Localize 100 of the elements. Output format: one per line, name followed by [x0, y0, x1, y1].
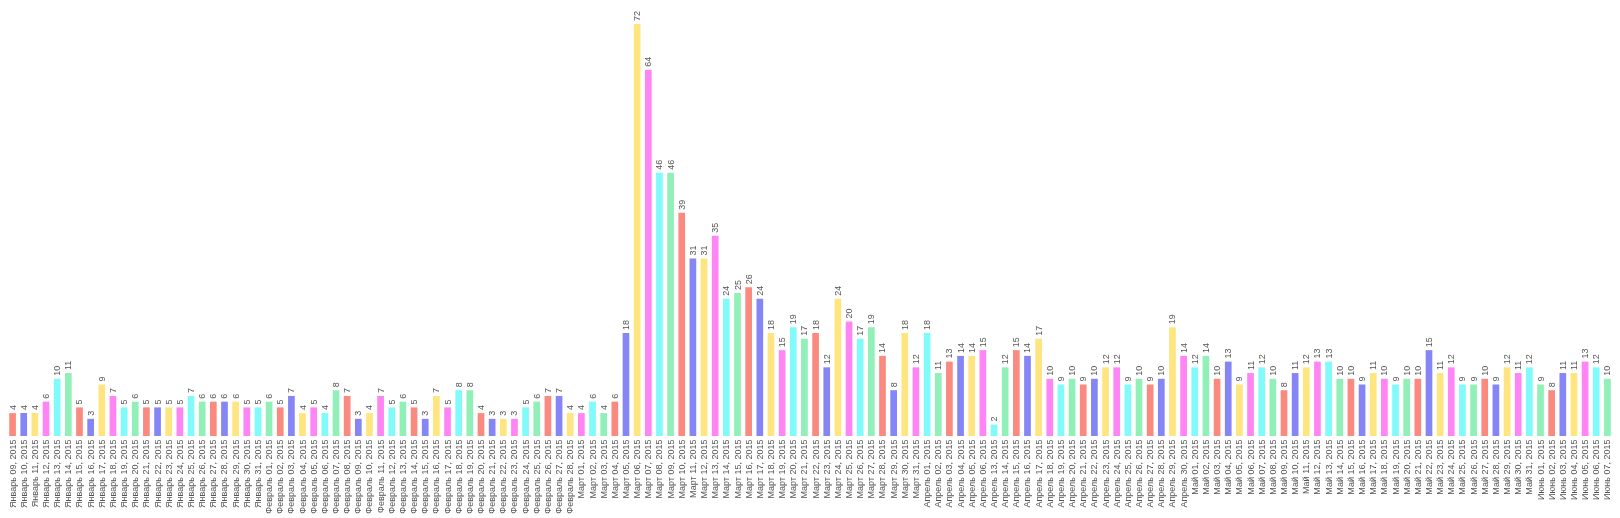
bar — [589, 401, 596, 436]
data-label: 10 — [1345, 365, 1356, 376]
x-tick-label: Май 11, 2015 — [1301, 439, 1312, 494]
data-label: 7 — [107, 387, 118, 393]
bar — [1258, 367, 1266, 436]
x-tick-label: Февраль 17, 2015 — [442, 439, 453, 514]
bar — [310, 407, 318, 436]
x-tick-label: Апрель 26, 2015 — [1134, 439, 1145, 508]
bar — [1180, 355, 1187, 436]
data-label: 10 — [52, 365, 63, 376]
data-label: 17 — [799, 325, 810, 336]
x-tick-label: Май 22, 2015 — [1423, 439, 1434, 495]
bar — [1224, 361, 1232, 436]
bar — [1436, 373, 1444, 436]
x-tick-label: Май 15, 2015 — [1345, 439, 1356, 495]
data-label: 7 — [542, 387, 553, 393]
x-tick-label: Январь 10, 2015 — [18, 439, 29, 508]
x-tick-label: Апрель 21, 2015 — [1078, 439, 1089, 508]
data-label: 12 — [1256, 354, 1267, 365]
bar — [388, 407, 396, 436]
x-tick-label: Март 11, 2015 — [687, 439, 698, 498]
data-label: 14 — [1178, 342, 1189, 353]
x-tick-label: Март 07, 2015 — [643, 439, 654, 499]
bar — [1559, 373, 1567, 436]
x-tick-label: Апрель 24, 2015 — [1111, 439, 1122, 508]
x-tick-label: Апрель 22, 2015 — [1089, 439, 1100, 508]
x-tick-label: Май 30, 2015 — [1513, 439, 1524, 495]
data-label: 7 — [375, 387, 386, 393]
data-label: 13 — [1580, 348, 1591, 359]
bar — [377, 395, 384, 436]
data-label: 11 — [1568, 360, 1579, 371]
bar — [789, 327, 797, 436]
data-label: 12 — [1000, 354, 1011, 365]
data-label: 7 — [431, 387, 442, 393]
data-label: 4 — [475, 405, 486, 411]
x-tick-label: Январь 20, 2015 — [130, 439, 141, 508]
bar — [867, 327, 875, 436]
x-tick-label: Март 02, 2015 — [587, 439, 598, 499]
bar — [856, 338, 864, 436]
data-label: 3 — [487, 410, 498, 416]
x-tick-label: Апрель 20, 2015 — [1067, 439, 1078, 508]
data-label: 10 — [1089, 365, 1100, 376]
data-label: 24 — [721, 285, 732, 296]
data-label: 3 — [498, 410, 509, 416]
x-tick-label: Апрель 06, 2015 — [977, 439, 988, 508]
x-tick-label: Март 16, 2015 — [743, 439, 754, 499]
x-tick-label: Февраль 22, 2015 — [498, 439, 509, 514]
x-tick-label: Март 19, 2015 — [777, 439, 788, 499]
data-label: 13 — [944, 348, 955, 359]
bar — [656, 172, 663, 436]
bar — [232, 401, 239, 436]
data-label: 10 — [1156, 365, 1167, 376]
data-label: 8 — [888, 382, 899, 388]
bar — [901, 333, 909, 436]
data-label: 11 — [63, 360, 74, 371]
bar — [912, 367, 920, 436]
x-tick-label: Май 02, 2015 — [1200, 439, 1211, 495]
x-tick-label: Февраль 27, 2015 — [554, 439, 565, 514]
bar — [1001, 367, 1009, 436]
x-tick-label: Март 10, 2015 — [676, 439, 687, 499]
data-label: 10 — [1267, 365, 1278, 376]
data-label: 6 — [587, 393, 598, 399]
data-label: 3 — [420, 410, 431, 416]
x-tick-label: Март 03, 2015 — [598, 439, 609, 499]
x-tick-label: Апрель 28, 2015 — [1156, 439, 1167, 508]
bar — [823, 367, 831, 436]
data-label: 9 — [1390, 376, 1401, 382]
x-tick-label: Февраль 18, 2015 — [453, 439, 464, 514]
bar — [321, 413, 329, 436]
x-tick-label: Январь 19, 2015 — [119, 439, 130, 508]
x-tick-label: Март 13, 2015 — [710, 439, 721, 499]
data-label: 18 — [899, 319, 910, 330]
x-tick-label: Апрель 19, 2015 — [1055, 439, 1066, 508]
x-tick-label: Март 26, 2015 — [855, 439, 866, 499]
bar — [622, 333, 630, 436]
data-label: 25 — [732, 279, 743, 290]
data-label: 4 — [364, 405, 375, 411]
x-tick-label: Январь 11, 2015 — [29, 439, 40, 508]
bar — [968, 355, 976, 436]
data-label: 10 — [1379, 365, 1390, 376]
bar — [64, 373, 72, 436]
data-label: 14 — [955, 342, 966, 353]
x-tick-label: Март 20, 2015 — [788, 439, 799, 499]
x-tick-label: Май 23, 2015 — [1435, 439, 1446, 495]
x-tick-label: Февраль 06, 2015 — [319, 439, 330, 514]
data-label: 2 — [989, 416, 1000, 422]
x-tick-label: Май 21, 2015 — [1412, 439, 1423, 495]
x-tick-label: Март 25, 2015 — [844, 439, 855, 499]
bar — [109, 395, 117, 436]
bar — [332, 390, 340, 436]
x-tick-label: Февраль 10, 2015 — [364, 439, 375, 514]
bar — [1191, 367, 1199, 436]
bar — [890, 390, 897, 436]
x-tick-label: Февраль 21, 2015 — [487, 439, 498, 514]
x-tick-label: Май 19, 2015 — [1390, 439, 1401, 495]
x-tick-label: Март 22, 2015 — [810, 439, 821, 499]
bar — [1604, 378, 1611, 436]
bar — [98, 384, 106, 436]
bar — [946, 361, 953, 436]
data-label: 12 — [1301, 354, 1312, 365]
